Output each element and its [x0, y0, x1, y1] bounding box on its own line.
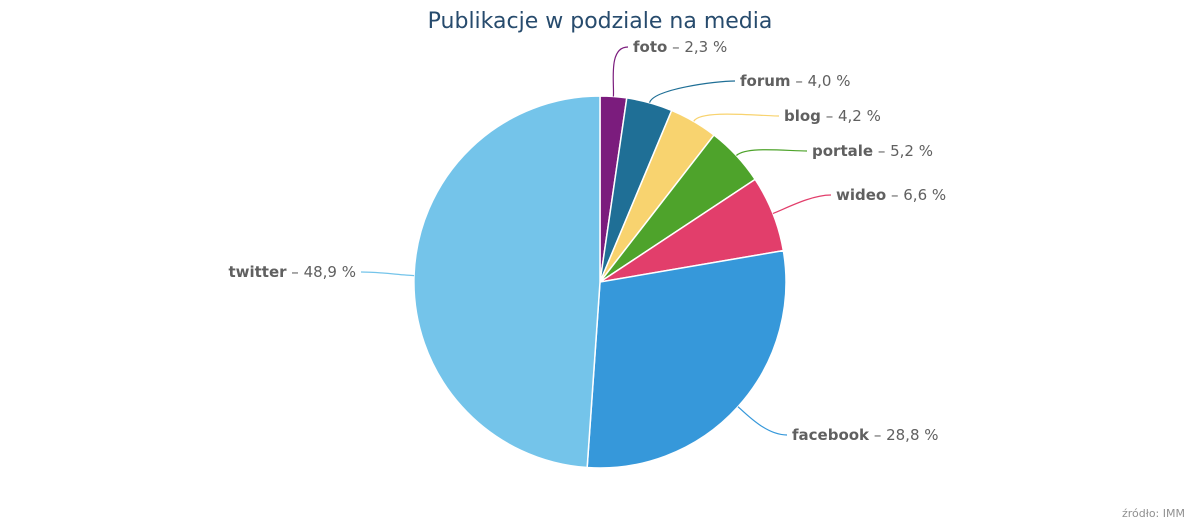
slice-label-value: – 6,6 % — [886, 186, 946, 204]
pie-slice-facebook[interactable] — [586, 249, 787, 469]
pie-slice-twitter[interactable] — [413, 95, 601, 469]
slice-label-value: – 48,9 % — [287, 263, 356, 281]
connector-twitter — [360, 271, 415, 277]
slice-label-name: forum — [740, 72, 791, 90]
slice-label-name: foto — [633, 38, 667, 56]
slice-label-wideo: wideo – 6,6 % — [836, 186, 946, 204]
chart-title: Publikacje w podziale na media — [428, 9, 773, 34]
label-connectors — [360, 46, 832, 436]
slice-label-name: wideo — [836, 186, 886, 204]
chart-credit: źródło: IMM — [1122, 507, 1185, 520]
connector-portale — [735, 149, 808, 156]
slice-label-twitter: twitter – 48,9 % — [228, 263, 356, 281]
slice-label-value: – 5,2 % — [873, 142, 933, 160]
slice-labels: foto – 2,3 % forum – 4,0 % blog – 4,2 % por… — [228, 38, 946, 444]
slice-label-forum: forum – 4,0 % — [740, 72, 850, 90]
pie-slices — [413, 95, 787, 469]
slice-label-facebook: facebook – 28,8 % — [792, 426, 939, 444]
connector-blog — [693, 113, 780, 122]
slice-label-value: – 4,2 % — [821, 107, 881, 125]
slice-label-name: twitter — [228, 263, 287, 281]
slice-label-foto: foto – 2,3 % — [633, 38, 727, 56]
slice-label-portale: portale – 5,2 % — [812, 142, 933, 160]
slice-label-value: – 2,3 % — [667, 38, 727, 56]
slice-label-name: portale — [812, 142, 873, 160]
slice-label-name: facebook — [792, 426, 870, 444]
connector-facebook — [737, 406, 788, 436]
slice-label-name: blog — [784, 107, 821, 125]
slice-label-value: – 28,8 % — [869, 426, 938, 444]
connector-wideo — [772, 194, 832, 215]
slice-label-blog: blog – 4,2 % — [784, 107, 881, 125]
connector-forum — [649, 80, 736, 104]
connector-foto — [612, 46, 629, 97]
slice-label-value: – 4,0 % — [791, 72, 851, 90]
